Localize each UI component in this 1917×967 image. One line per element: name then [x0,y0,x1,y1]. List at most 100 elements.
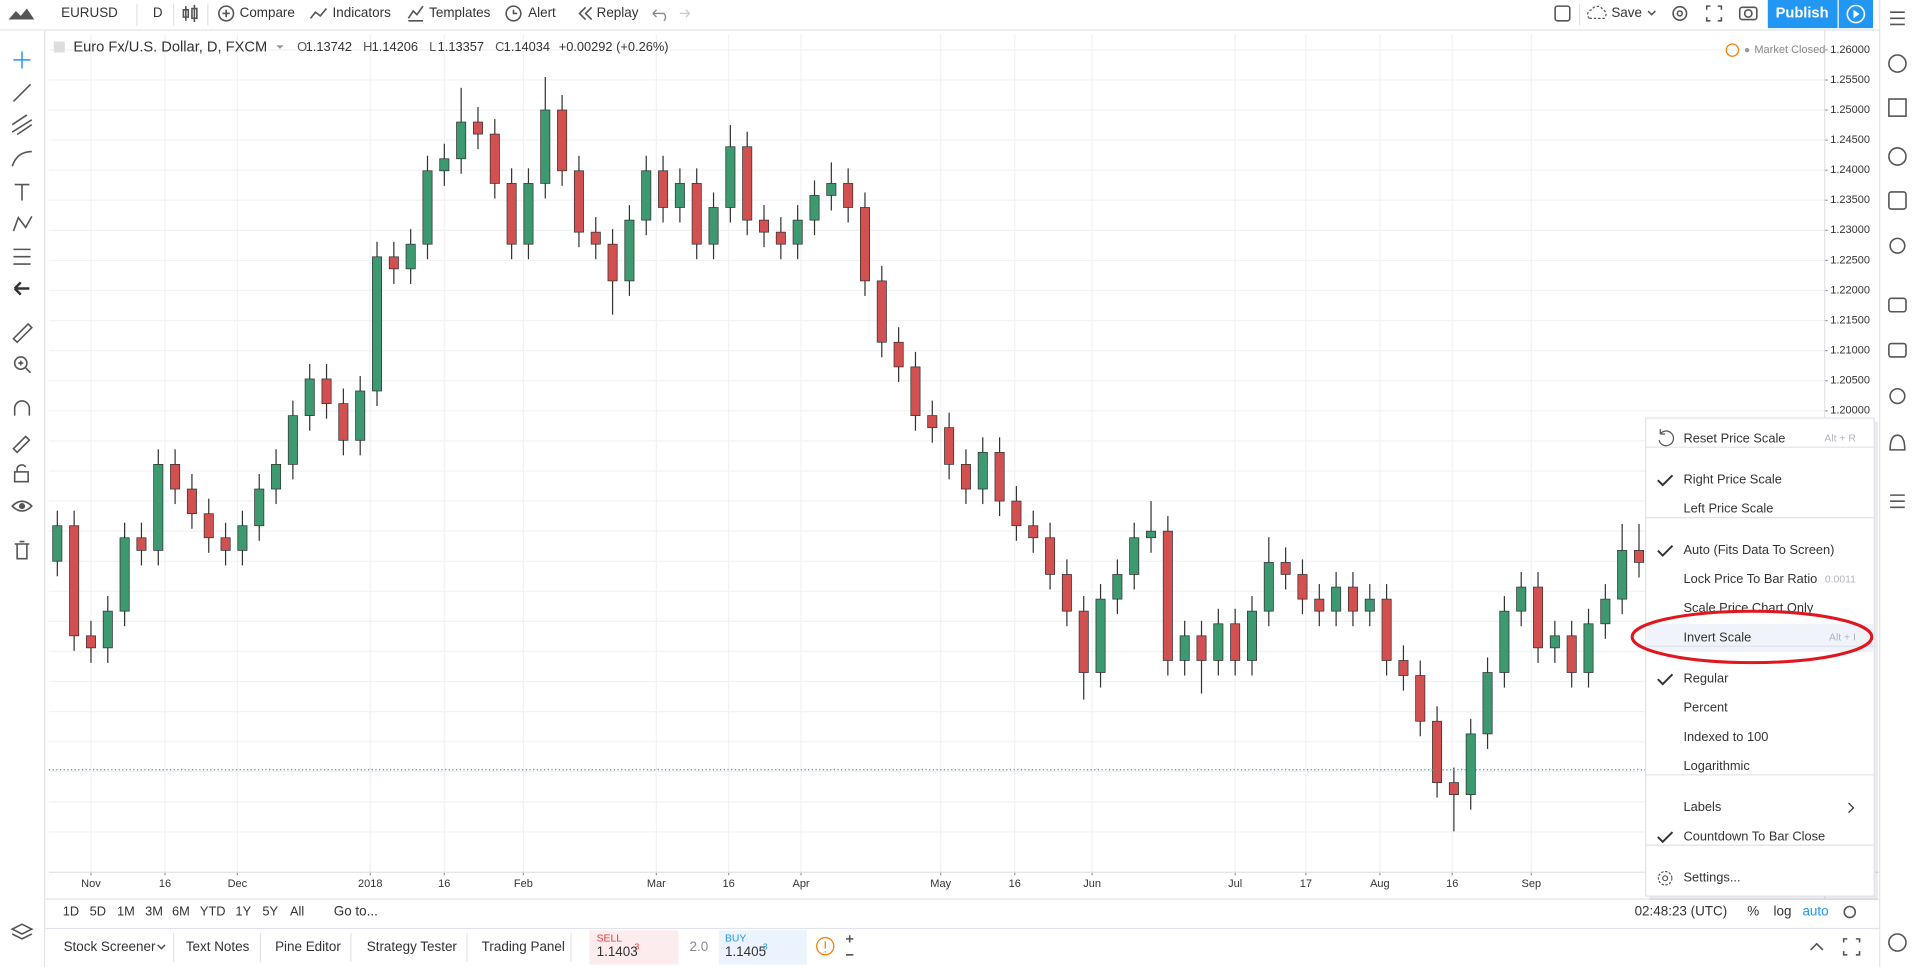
fib-tool[interactable] [11,114,33,136]
replay-icon[interactable] [578,6,593,21]
hide-tool[interactable] [11,500,33,512]
range-button[interactable]: 3M [145,903,163,918]
scale-button[interactable]: auto [1802,904,1828,919]
menu-item[interactable]: Settings... [1683,870,1740,885]
save-menu[interactable] [1647,10,1656,16]
menu-item[interactable]: Left Price Scale [1683,501,1773,516]
data-window-icon[interactable] [1888,98,1907,117]
title-menu[interactable] [276,45,284,49]
symbol[interactable]: EURUSD [61,5,118,20]
sell-price-sup[interactable]: 3 [635,942,640,952]
layout-icon[interactable] [1554,5,1571,22]
menu-item[interactable]: Reset Price Scale [1683,430,1785,445]
save-icon[interactable] [1587,5,1607,19]
text-tool[interactable] [14,183,30,201]
pattern-tool[interactable] [12,215,33,232]
range-button[interactable]: 1D [63,903,79,918]
indicators-button[interactable]: Indicators [333,5,392,20]
quantity-stepper[interactable] [846,935,854,956]
maximize-panel[interactable] [1842,938,1861,956]
zoom-tool[interactable] [13,356,28,370]
buy-label[interactable]: BUY [725,934,746,945]
menu-item[interactable]: Percent [1683,700,1728,715]
hotlist-icon[interactable] [1888,147,1907,166]
scale-button[interactable]: log [1774,904,1792,919]
replay-button[interactable]: Replay [597,5,639,20]
fullscreen-icon[interactable] [1705,5,1723,22]
menu-item[interactable]: Invert Scale [1683,629,1751,644]
range-button[interactable]: 1M [117,903,135,918]
settings-icon[interactable] [1672,5,1688,21]
goto-button[interactable]: Go to... [334,904,378,919]
range-button[interactable]: 6M [172,903,190,918]
menu-item[interactable]: Indexed to 100 [1683,729,1768,744]
brush-tool[interactable] [11,150,32,167]
sell-box[interactable] [589,930,679,965]
buy-price[interactable]: 1.1405 [725,944,766,959]
save-button[interactable]: Save [1611,5,1642,20]
range-button[interactable]: 5Y [262,903,278,918]
compare-icon[interactable] [218,5,235,22]
menu-item[interactable]: Lock Price To Bar Ratio [1683,571,1817,586]
watchlist-icon[interactable] [1890,11,1905,26]
prediction-tool[interactable] [13,248,31,265]
menu-item[interactable]: Countdown To Bar Close [1683,828,1825,843]
indicators-icon[interactable] [309,8,328,19]
bottom-tab[interactable]: Pine Editor [275,939,341,954]
templates-button[interactable]: Templates [429,5,491,20]
chats-icon[interactable] [1888,297,1907,313]
screener-menu[interactable] [157,944,166,950]
trendline-tool[interactable] [12,83,32,103]
menu-item[interactable]: Auto (Fits Data To Screen) [1683,542,1834,557]
redo[interactable] [679,9,691,18]
undo[interactable] [652,9,667,22]
collapse-panel[interactable] [1810,942,1824,951]
calendar-icon[interactable] [1888,191,1907,210]
lock-tool[interactable] [13,471,29,483]
menu-item[interactable]: Logarithmic [1683,758,1750,773]
sell-label[interactable]: SELL [597,934,623,945]
range-button[interactable]: YTD [200,903,226,918]
interval[interactable]: D [153,5,163,20]
bottom-tab[interactable]: Stock Screener [64,939,156,954]
templates-icon[interactable] [407,5,424,22]
quantity[interactable]: 2.0 [690,939,709,954]
info-icon[interactable] [816,937,835,956]
stay-drawing-tool[interactable] [12,435,31,454]
menu-item[interactable]: Regular [1683,671,1729,686]
range-button[interactable]: 1Y [235,903,251,918]
alert-button[interactable]: Alert [528,5,556,20]
sell-price[interactable]: 1.1403 [597,944,638,959]
range-button[interactable]: 5D [90,903,106,918]
remove-tool[interactable] [14,540,30,560]
menu-item[interactable]: Labels [1683,799,1721,814]
bottom-tab[interactable]: Text Notes [186,939,250,954]
messages-icon[interactable] [1888,342,1907,358]
ideas-icon[interactable] [1889,237,1906,254]
collapse-icon[interactable] [53,41,65,53]
alerts-icon[interactable] [1888,54,1907,73]
crosshair-tool[interactable] [13,51,31,69]
collapse-tool[interactable] [13,281,30,296]
compare-button[interactable]: Compare [240,5,295,20]
buy-box[interactable] [718,930,807,965]
chart-type-icon[interactable] [182,4,198,23]
help-icon[interactable] [1888,933,1907,952]
bottom-tab[interactable]: Trading Panel [482,939,565,954]
magnet-tool[interactable] [13,400,31,416]
publish-button[interactable]: Publish [1776,5,1829,21]
order-panel-icon[interactable] [1890,494,1905,509]
buy-price-sup[interactable]: 3 [763,942,768,952]
bottom-tab[interactable]: Strategy Tester [367,939,458,954]
scale-settings[interactable] [1843,905,1857,919]
scale-button[interactable]: % [1747,904,1759,919]
alert-icon[interactable] [505,5,522,22]
notifications-icon[interactable] [1889,434,1906,451]
snapshot-icon[interactable] [1738,6,1758,21]
menu-item[interactable]: Right Price Scale [1683,472,1781,487]
ruler-tool[interactable] [12,322,33,344]
range-button[interactable]: All [290,903,304,918]
publish-bg[interactable] [1767,0,1838,29]
streams-icon[interactable] [1889,387,1906,405]
object-tree[interactable] [10,923,34,940]
